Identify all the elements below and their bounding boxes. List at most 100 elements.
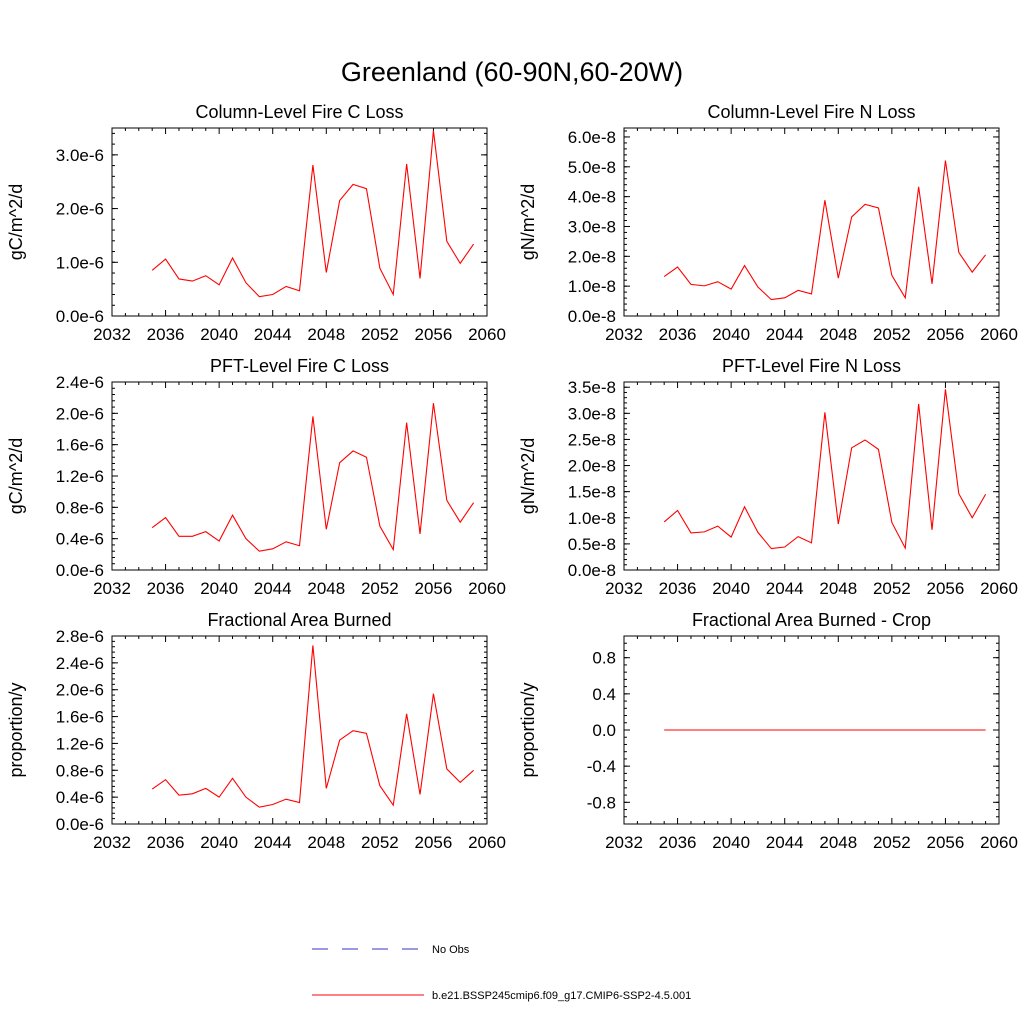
legend-label-2: b.e21.BSSP245cmip6.f09_g17.CMIP6-SSP2-4.… — [432, 990, 691, 1002]
figure-title: Greenland (60-90N,60-20W) — [341, 57, 683, 87]
x-tick-label: 2032 — [93, 325, 131, 344]
x-tick-label: 2044 — [254, 579, 292, 598]
panel-title: Column-Level Fire N Loss — [707, 102, 915, 122]
y-tick-label: 1.0e-6 — [56, 253, 104, 272]
y-tick-label: 6.0e-8 — [568, 128, 616, 147]
y-axis-label: gN/m^2/d — [518, 184, 538, 260]
x-tick-label: 2056 — [927, 579, 965, 598]
panels: Column-Level Fire C Loss gC/m^2/d 2032 2036… — [6, 102, 1018, 852]
y-tick-label: 2.8e-6 — [56, 627, 104, 646]
x-tick-label: 2048 — [307, 325, 345, 344]
series-line — [151, 403, 475, 552]
x-tick-label: 2060 — [468, 833, 506, 852]
x-tick-label: 2052 — [361, 579, 399, 598]
y-tick-label: 0.5e-8 — [568, 535, 616, 554]
y-tick-label: 3.5e-8 — [568, 378, 616, 397]
y-tick-label: 2.5e-8 — [568, 430, 616, 449]
x-tick-label: 2040 — [712, 579, 750, 598]
x-tick-label: 2032 — [605, 579, 643, 598]
x-tick-label: 2052 — [361, 325, 399, 344]
x-tick-label: 2060 — [468, 325, 506, 344]
plot-frame — [111, 635, 488, 825]
y-tick-label: 1.6e-6 — [56, 708, 104, 727]
x-tick-label: 2036 — [147, 325, 185, 344]
panel-1: Column-Level Fire C Loss gC/m^2/d 2032 2036… — [6, 102, 506, 344]
x-tick-label: 2036 — [659, 325, 697, 344]
y-tick-label: 0.8 — [592, 649, 616, 668]
y-tick-label: 2.0e-6 — [56, 200, 104, 219]
y-tick-label: 2.0e-6 — [56, 404, 104, 423]
x-tick-label: 2032 — [93, 833, 131, 852]
panel-6: Fractional Area Burned - Crop proportion/… — [518, 610, 1018, 852]
y-axis-label: gC/m^2/d — [6, 438, 26, 514]
y-tick-label: 3.0e-8 — [568, 404, 616, 423]
x-tick-label: 2036 — [659, 579, 697, 598]
y-tick-label: 0.0e-8 — [568, 561, 616, 580]
x-tick-label: 2056 — [415, 833, 453, 852]
y-tick-label: 1.6e-6 — [56, 436, 104, 455]
x-tick-label: 2048 — [307, 579, 345, 598]
y-axis-label: gC/m^2/d — [6, 184, 26, 260]
y-tick-label: 0.4e-6 — [56, 788, 104, 807]
y-tick-label: 0.0e-6 — [56, 307, 104, 326]
y-tick-label: 5.0e-8 — [568, 158, 616, 177]
x-tick-label: 2052 — [873, 325, 911, 344]
x-tick-label: 2036 — [147, 833, 185, 852]
x-tick-label: 2040 — [200, 579, 238, 598]
legend: No Obs b.e21.BSSP245cmip6.f09_g17.CMIP6-S… — [312, 944, 691, 1002]
panel-2: Column-Level Fire N Loss gN/m^2/d 2032 2036… — [518, 102, 1018, 344]
series-line — [663, 160, 987, 301]
panel-title: PFT-Level Fire C Loss — [210, 356, 389, 376]
x-tick-label: 2052 — [873, 833, 911, 852]
y-tick-label: 0.0e-6 — [56, 561, 104, 580]
x-tick-label: 2036 — [147, 579, 185, 598]
y-tick-label: 2.0e-8 — [568, 247, 616, 266]
y-tick-label: 0.8e-6 — [56, 761, 104, 780]
panel-4: PFT-Level Fire N Loss gN/m^2/d 2032 2036 204… — [518, 356, 1018, 598]
x-tick-label: 2044 — [254, 325, 292, 344]
y-tick-label: 0.4e-6 — [56, 530, 104, 549]
panel-title: Fractional Area Burned - Crop — [692, 610, 931, 630]
y-tick-label: 2.4e-6 — [56, 373, 104, 392]
x-tick-label: 2060 — [980, 833, 1018, 852]
panel-title: PFT-Level Fire N Loss — [722, 356, 901, 376]
y-axis-label: proportion/y — [518, 682, 538, 777]
y-tick-label: 0.4 — [592, 685, 616, 704]
series-line — [151, 645, 474, 808]
y-tick-label: 0.0e-6 — [56, 815, 104, 834]
x-tick-label: 2036 — [659, 833, 697, 852]
panel-3: PFT-Level Fire C Loss gC/m^2/d 2032 2036 204… — [6, 356, 506, 598]
x-tick-label: 2040 — [200, 833, 238, 852]
x-tick-label: 2044 — [766, 579, 804, 598]
y-tick-label: 0.0 — [592, 721, 616, 740]
plot-frame — [623, 127, 1000, 317]
x-tick-label: 2056 — [927, 833, 965, 852]
y-tick-label: 2.0e-8 — [568, 457, 616, 476]
y-axis-label: gN/m^2/d — [518, 438, 538, 514]
panel-title: Column-Level Fire C Loss — [195, 102, 403, 122]
x-tick-label: 2048 — [819, 579, 857, 598]
legend-label-1: No Obs — [432, 944, 470, 956]
x-tick-label: 2060 — [980, 579, 1018, 598]
x-tick-label: 2040 — [712, 833, 750, 852]
y-tick-label: 0.0e-8 — [568, 307, 616, 326]
x-tick-label: 2044 — [766, 325, 804, 344]
x-tick-label: 2056 — [415, 325, 453, 344]
x-tick-label: 2048 — [307, 833, 345, 852]
y-tick-label: 2.0e-6 — [56, 681, 104, 700]
y-tick-label: 1.0e-8 — [568, 277, 616, 296]
series-line — [151, 130, 475, 298]
y-axis-label: proportion/y — [6, 682, 26, 777]
y-tick-label: 3.0e-6 — [56, 146, 104, 165]
y-tick-label: 1.5e-8 — [568, 483, 616, 502]
x-tick-label: 2048 — [819, 325, 857, 344]
x-tick-label: 2040 — [712, 325, 750, 344]
y-tick-label: 2.4e-6 — [56, 654, 104, 673]
x-tick-label: 2060 — [980, 325, 1018, 344]
x-tick-label: 2048 — [819, 833, 857, 852]
x-tick-label: 2040 — [200, 325, 238, 344]
x-tick-label: 2044 — [254, 833, 292, 852]
panel-title: Fractional Area Burned — [207, 610, 391, 630]
x-tick-label: 2032 — [605, 325, 643, 344]
